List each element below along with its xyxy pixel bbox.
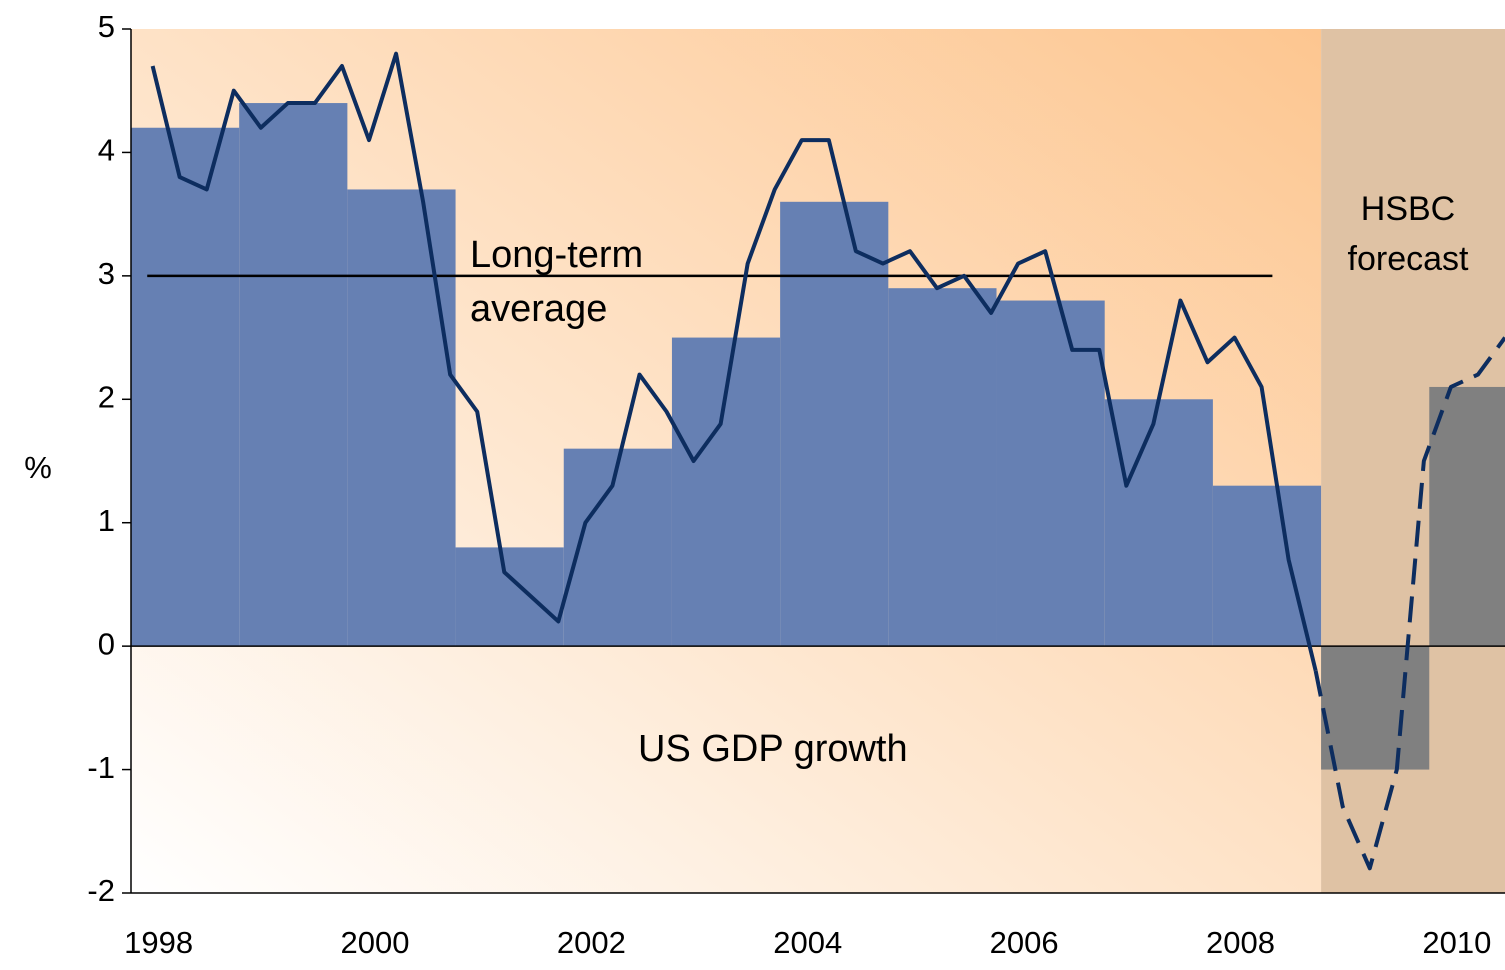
x-tick-label: 2010 bbox=[1422, 925, 1491, 960]
bar bbox=[347, 189, 456, 647]
annotation: US GDP growth bbox=[638, 728, 908, 770]
y-tick-label: 5 bbox=[98, 9, 115, 44]
bar bbox=[239, 103, 348, 647]
bar bbox=[563, 448, 672, 647]
x-tick-label: 2006 bbox=[990, 925, 1059, 960]
bar bbox=[996, 300, 1105, 647]
y-tick-label: -2 bbox=[87, 873, 115, 908]
bar bbox=[1104, 399, 1213, 647]
x-tick-label: 2000 bbox=[341, 925, 410, 960]
bar bbox=[780, 201, 889, 647]
y-tick-label: 2 bbox=[98, 379, 115, 414]
bar bbox=[888, 288, 997, 647]
bar bbox=[1429, 386, 1505, 647]
bar bbox=[1321, 646, 1430, 770]
line bbox=[1313, 336, 1505, 871]
x-tick-label: 2002 bbox=[557, 925, 626, 960]
y-tick-label: -1 bbox=[87, 750, 115, 785]
bar bbox=[131, 127, 240, 647]
line bbox=[150, 51, 1318, 672]
x-tick-label: 2004 bbox=[773, 925, 842, 960]
average-label: Long-term average bbox=[470, 234, 644, 330]
x-tick-label: 1998 bbox=[124, 925, 193, 960]
y-tick-label: 0 bbox=[98, 626, 115, 661]
y-tick-label: 1 bbox=[98, 503, 115, 538]
x-tick-label: 2008 bbox=[1206, 925, 1275, 960]
y-axis-label: % bbox=[24, 450, 52, 485]
bar bbox=[455, 547, 564, 647]
y-tick-label: 3 bbox=[98, 256, 115, 291]
forecast-label: HSBC forecast bbox=[1347, 190, 1469, 278]
y-tick-label: 4 bbox=[98, 133, 115, 168]
